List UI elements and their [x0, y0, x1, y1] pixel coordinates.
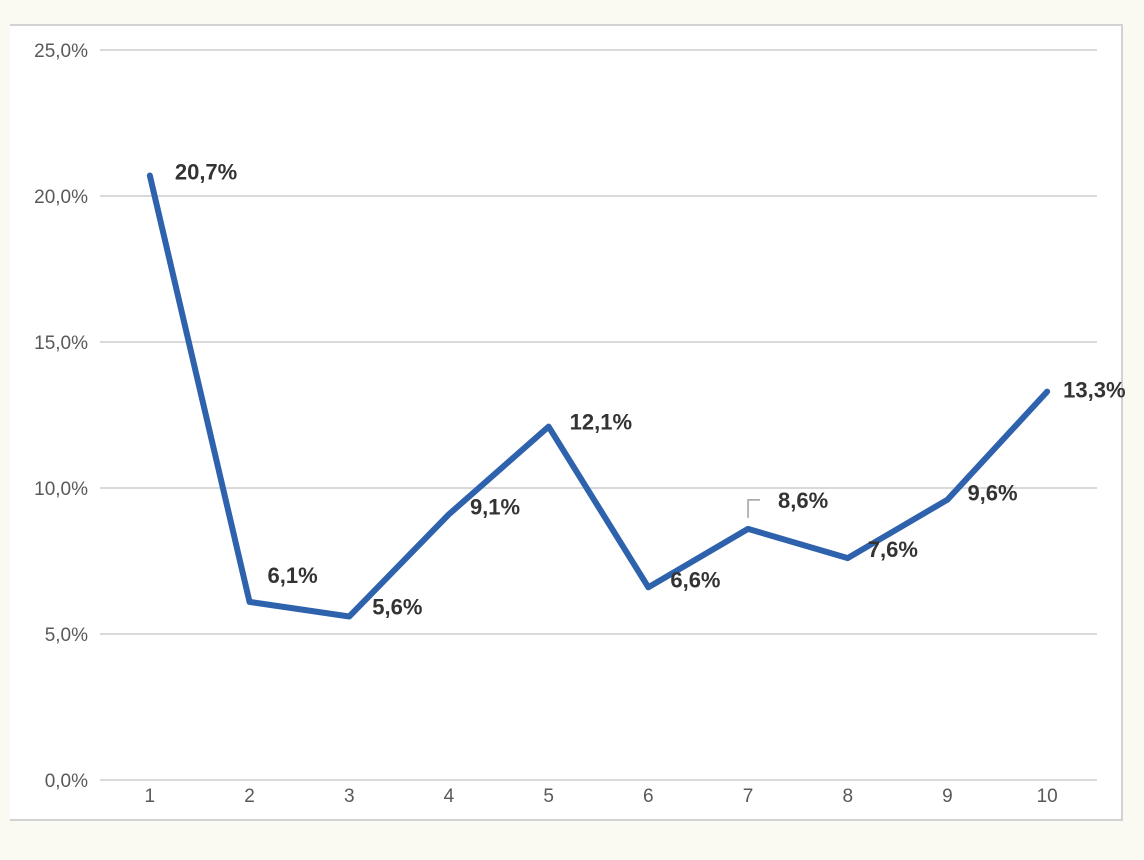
x-axis-tick-label: 10	[1037, 786, 1058, 807]
x-axis-tick-label: 3	[344, 786, 355, 807]
y-axis-tick-label: 0,0%	[45, 771, 88, 792]
data-point-label: 13,3%	[1063, 378, 1125, 403]
x-axis-tick-label: 6	[643, 786, 654, 807]
data-point-label: 8,6%	[778, 488, 828, 513]
data-point-label: 5,6%	[372, 594, 422, 619]
data-label-leader-line	[747, 499, 761, 518]
data-point-label: 20,7%	[175, 160, 237, 185]
y-axis-tick-label: 20,0%	[34, 187, 88, 208]
data-point-label: 6,1%	[268, 563, 318, 588]
data-point-label: 7,6%	[868, 537, 918, 562]
y-axis-tick-label: 15,0%	[34, 333, 88, 354]
y-axis-tick-label: 25,0%	[34, 41, 88, 62]
x-axis-tick-label: 5	[543, 786, 554, 807]
data-point-label: 6,6%	[670, 567, 720, 592]
y-axis-tick-label: 10,0%	[34, 479, 88, 500]
y-axis-tick-label: 5,0%	[45, 625, 88, 646]
x-axis-tick-label: 9	[942, 786, 953, 807]
x-axis-tick-label: 4	[444, 786, 455, 807]
x-axis-tick-label: 7	[743, 786, 754, 807]
x-axis-tick-label: 1	[145, 786, 156, 807]
series-line	[146, 172, 1051, 620]
data-point-label: 9,6%	[967, 481, 1017, 506]
data-point-label: 12,1%	[570, 410, 632, 435]
x-axis-tick-label: 8	[842, 786, 853, 807]
chart-frame	[10, 24, 1123, 821]
x-axis-tick-label: 2	[244, 786, 255, 807]
data-point-label: 9,1%	[470, 494, 520, 519]
